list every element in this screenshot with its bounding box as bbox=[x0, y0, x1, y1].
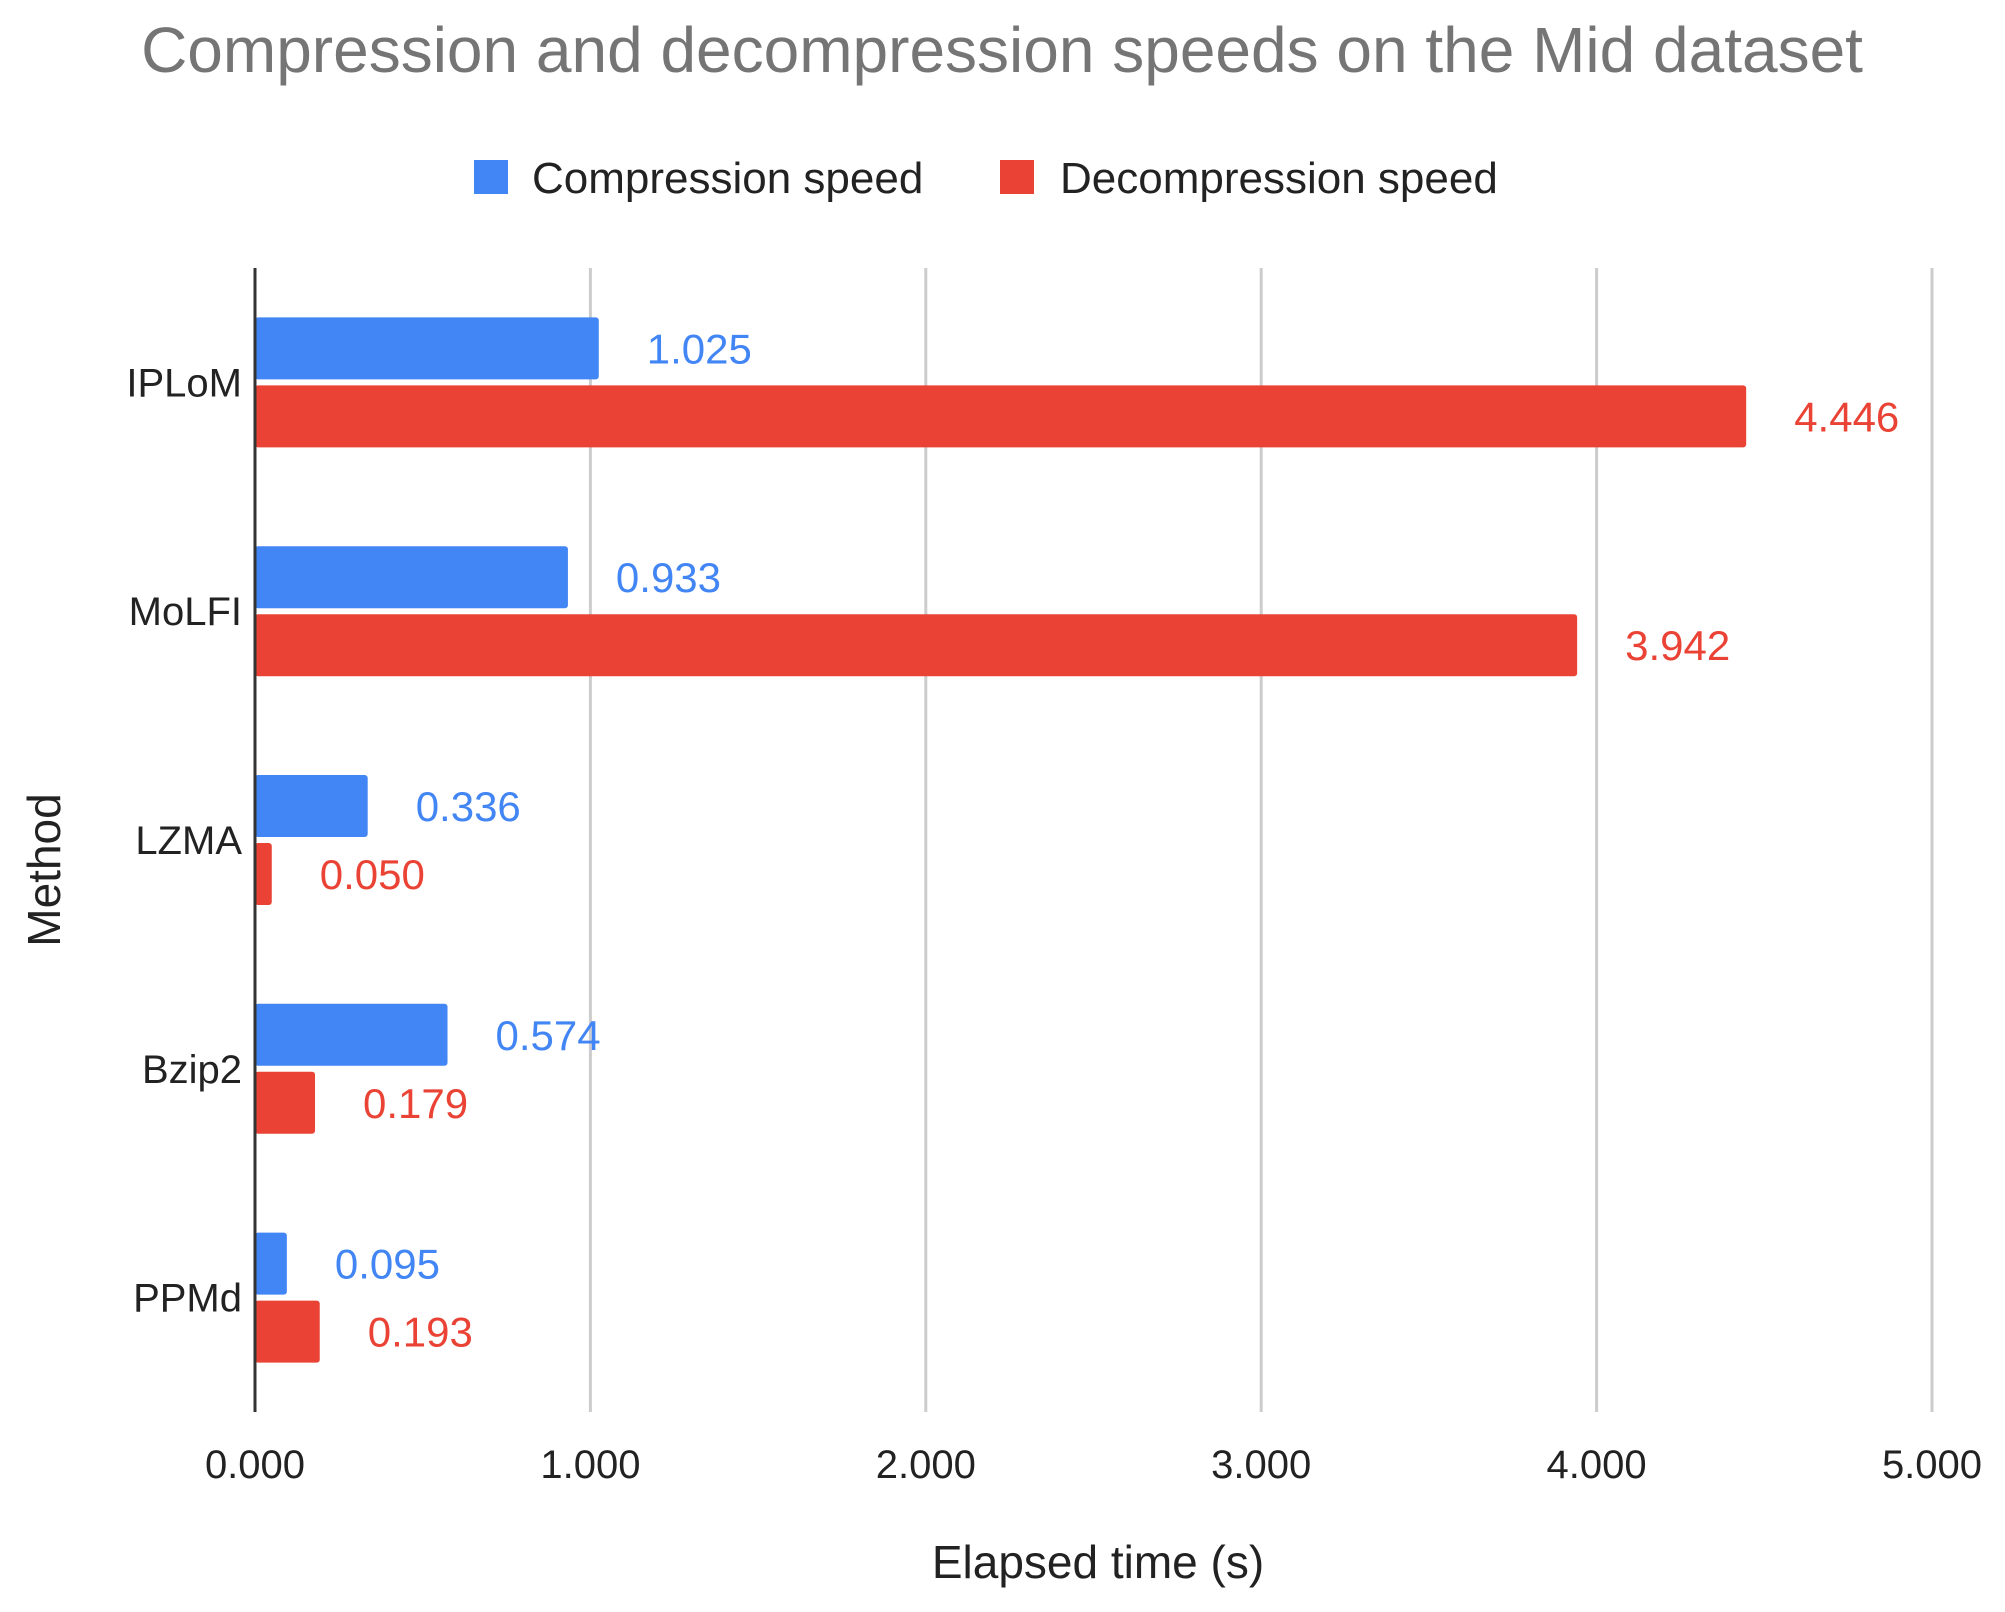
x-tick-label-0: 0.000 bbox=[205, 1443, 305, 1487]
bar-compression-iplom bbox=[255, 317, 599, 380]
bar-compression-lzma bbox=[255, 775, 368, 837]
legend: Compression speed Decompression speed bbox=[474, 154, 1498, 203]
bar-decompression-bzip2 bbox=[255, 1071, 316, 1134]
bar-decompression-ppmd bbox=[255, 1300, 320, 1363]
x-tick-label-3: 3.000 bbox=[1211, 1443, 1311, 1487]
x-tick-label-2: 2.000 bbox=[876, 1443, 976, 1487]
category-label-molfi: MoLFI bbox=[129, 590, 242, 634]
category-labels: IPLoM MoLFI LZMA Bzip2 PPMd bbox=[126, 361, 242, 1320]
bar-decompression-iplom bbox=[255, 385, 1747, 448]
data-label-compression-bzip2: 0.574 bbox=[496, 1012, 601, 1059]
x-tick-label-5: 5.000 bbox=[1882, 1443, 1982, 1487]
bar-decompression-lzma bbox=[255, 843, 272, 905]
legend-label-decompression: Decompression speed bbox=[1060, 154, 1498, 203]
x-axis-title: Elapsed time (s) bbox=[932, 1536, 1264, 1588]
data-label-decompression-bzip2: 0.179 bbox=[363, 1080, 468, 1127]
x-tick-labels: 0.000 1.000 2.000 3.000 4.000 5.000 bbox=[205, 1443, 1982, 1487]
y-axis-title: Method bbox=[18, 793, 70, 946]
category-label-bzip2: Bzip2 bbox=[142, 1048, 242, 1092]
bar-compression-ppmd bbox=[255, 1232, 287, 1295]
category-label-ppmd: PPMd bbox=[133, 1277, 242, 1321]
legend-swatch-compression bbox=[474, 160, 508, 194]
bar-compression-bzip2 bbox=[255, 1003, 448, 1066]
data-label-compression-molfi: 0.933 bbox=[616, 554, 721, 601]
x-tick-label-1: 1.000 bbox=[540, 1443, 640, 1487]
data-label-decompression-ppmd: 0.193 bbox=[368, 1309, 473, 1356]
x-tick-label-4: 4.000 bbox=[1547, 1443, 1647, 1487]
bar-decompression-molfi bbox=[255, 614, 1578, 677]
chart-title: Compression and decompression speeds on … bbox=[141, 14, 1863, 86]
bars bbox=[255, 317, 1747, 1363]
bar-compression-molfi bbox=[255, 546, 568, 609]
gridlines bbox=[588, 268, 1934, 1412]
data-label-decompression-iplom: 4.446 bbox=[1794, 393, 1899, 440]
data-label-decompression-molfi: 3.942 bbox=[1625, 622, 1730, 669]
data-label-compression-ppmd: 0.095 bbox=[335, 1241, 440, 1288]
category-label-iplom: IPLoM bbox=[126, 361, 242, 405]
category-label-lzma: LZMA bbox=[135, 819, 242, 863]
data-labels: 1.025 4.446 0.933 3.942 0.336 0.050 0.574 0.179… bbox=[320, 325, 1900, 1355]
data-label-compression-lzma: 0.336 bbox=[416, 783, 521, 830]
legend-swatch-decompression bbox=[1000, 160, 1034, 194]
data-label-decompression-lzma: 0.050 bbox=[320, 851, 425, 898]
legend-label-compression: Compression speed bbox=[532, 154, 923, 203]
data-label-compression-iplom: 1.025 bbox=[647, 325, 752, 372]
